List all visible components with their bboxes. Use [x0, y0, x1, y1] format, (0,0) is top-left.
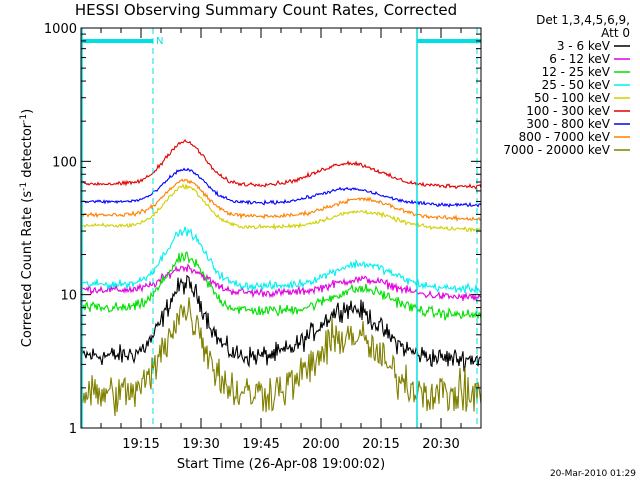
legend-label: 6 - 12 keV — [549, 52, 611, 66]
series-line — [80, 178, 482, 222]
series-line — [80, 183, 482, 233]
legend-header-1: Det 1,3,4,5,6,9, — [536, 13, 630, 27]
y-axis: 1 10 100 1000 — [44, 22, 481, 437]
y-axis-label-text: Corrected Count Rate (s — [20, 191, 35, 348]
series-line — [80, 226, 482, 295]
y-tick-label: 100 — [52, 155, 77, 170]
footer-timestamp: 20-Mar-2010 01:29 — [550, 469, 636, 479]
series-line — [80, 274, 482, 372]
legend-label: 3 - 6 keV — [557, 39, 611, 53]
y-axis-label-mid: detector — [20, 122, 35, 182]
series-line — [80, 167, 482, 208]
y-tick-label: 1 — [69, 422, 77, 437]
legend-label: 300 - 800 keV — [526, 117, 610, 131]
x-tick-label: 20:30 — [422, 437, 459, 452]
x-axis-label: Start Time (26-Apr-08 19:00:02) — [177, 457, 385, 472]
y-axis-label: Corrected Count Rate (s-1 detector-1) — [19, 109, 35, 347]
x-tick-label: 19:15 — [122, 437, 159, 452]
series-line — [80, 139, 482, 190]
y-tick-label: 1000 — [44, 22, 77, 37]
legend-label: 12 - 25 keV — [542, 65, 611, 79]
saa-label: N — [156, 36, 163, 47]
x-tick-label: 20:15 — [362, 437, 399, 452]
series-line — [80, 263, 482, 302]
x-tick-label: 19:45 — [242, 437, 279, 452]
legend-label: 25 - 50 keV — [542, 78, 611, 92]
legend-label: 7000 - 20000 keV — [503, 143, 610, 157]
y-axis-label-sup1: -1 — [19, 182, 29, 191]
legend-header-2: Att 0 — [601, 26, 630, 40]
y-tick-label: 10 — [60, 289, 77, 304]
legend-label: 100 - 300 keV — [526, 104, 610, 118]
legend-label: 50 - 100 keV — [534, 91, 611, 105]
series-line — [80, 251, 482, 321]
series-layer — [80, 139, 482, 417]
series-line — [80, 297, 482, 417]
chart-title: HESSI Observing Summary Count Rates, Cor… — [75, 1, 457, 19]
x-axis: 19:15 19:30 19:45 20:00 20:15 20:30 — [80, 28, 482, 452]
y-axis-label-sup2: -1 — [19, 114, 29, 123]
y-axis-label-end: ) — [20, 109, 35, 114]
x-tick-label: 19:30 — [182, 437, 219, 452]
flag-layer: N — [81, 28, 481, 428]
legend-label: 800 - 7000 keV — [519, 130, 611, 144]
x-tick-label: 20:00 — [302, 437, 339, 452]
